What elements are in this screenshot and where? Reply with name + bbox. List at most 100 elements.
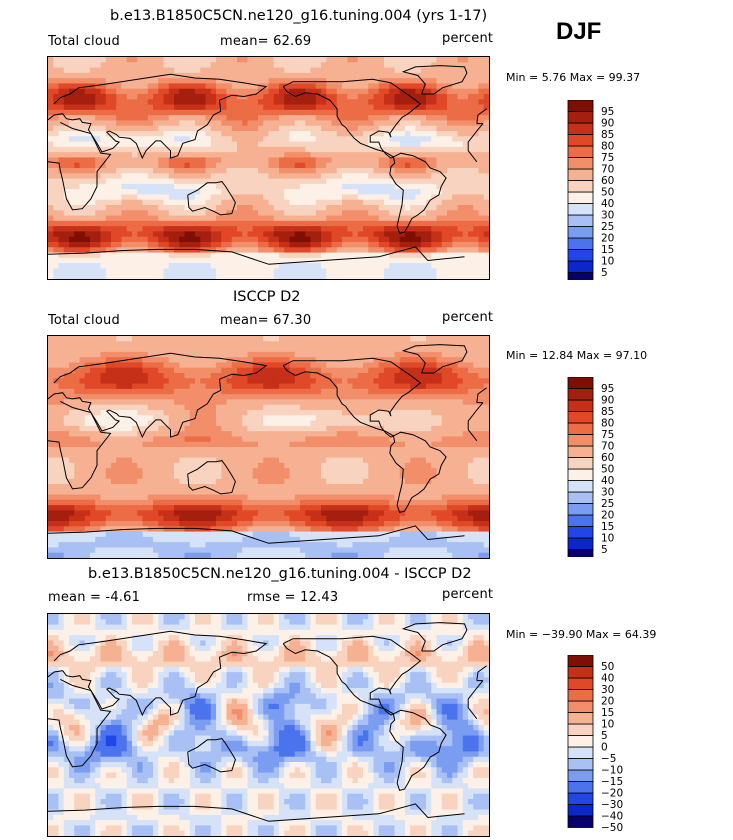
panel2-colorbar-label-4: 75 [601, 429, 614, 441]
panel2-map-south-america-coastline [389, 431, 447, 514]
panel1-colorbar-label-7: 50 [601, 187, 614, 199]
panel2-colorbar-box-11 [567, 422, 594, 435]
panel2-map-australia-coastline [187, 460, 236, 495]
panel1-colorbar-box-10 [567, 157, 594, 170]
panel3-title: b.e13.B1850C5CN.ne120_g16.tuning.004 - I… [88, 566, 472, 582]
panel3-colorbar-box-2 [567, 792, 594, 805]
panel1-map-greenland-coastline [401, 65, 468, 95]
panel2-colorbar-box-7 [567, 468, 594, 481]
panel1-colorbar-label-2: 85 [601, 129, 614, 141]
panel1-map-field [48, 57, 489, 279]
panel3-colorbar-box-0 [567, 815, 594, 828]
panel3-colorbar-label-7: 0 [601, 742, 608, 754]
panel1-colorbar-box-7 [567, 191, 594, 204]
panel2-colorbar-box-10 [567, 434, 594, 447]
panel1-colorbar-box-9 [567, 168, 594, 181]
panel3-colorbar-label-4: 15 [601, 707, 614, 719]
panel2-colorbar-label-6: 60 [601, 452, 614, 464]
panel1-colorbar-box-13 [567, 122, 594, 135]
panel3-colorbar-label-8: −5 [601, 753, 616, 765]
panel2-colorbar-label-8: 40 [601, 475, 614, 487]
panel1-colorbar-label-9: 30 [601, 210, 614, 222]
panel1-colorbar-label-1: 90 [601, 118, 614, 130]
panel2-map [47, 335, 490, 559]
panel2-colorbar-box-0 [567, 549, 594, 557]
panel2-colorbar-label-2: 85 [601, 406, 614, 418]
panel1-minmax: Min = 5.76 Max = 99.37 [506, 71, 641, 84]
panel2-map-field [48, 336, 489, 558]
panel3-colorbar-label-2: 30 [601, 684, 614, 696]
panel2-variable: Total cloud [48, 313, 120, 328]
panel3-colorbar-box-13 [567, 666, 594, 679]
panel1-colorbar-label-0: 95 [601, 106, 614, 118]
panel2-colorbar-label-5: 70 [601, 441, 614, 453]
panel3-map-south-america-coastline [389, 709, 447, 792]
panel1-colorbar-label-8: 40 [601, 198, 614, 210]
panel1-map-south-america-coastline [389, 152, 447, 235]
panel3-colorbar-box-8 [567, 723, 594, 736]
panel1-colorbar-box-14 [567, 111, 594, 124]
panel2-colorbar-box-4 [567, 503, 594, 516]
panel1-colorbar-box-11 [567, 145, 594, 158]
panel3-colorbar-label-5: 10 [601, 719, 614, 731]
panel3-map [47, 613, 490, 837]
panel2-colorbar-label-13: 10 [601, 533, 614, 545]
panel1-colorbar-label-10: 25 [601, 221, 614, 233]
panel2-map-north-america-coastline [282, 357, 422, 438]
panel3-map-africa-coastline-2 [467, 680, 484, 708]
panel1-variable: Total cloud [48, 34, 120, 49]
panel3-colorbar-box-1 [567, 804, 594, 817]
panel2-map-eurasia-coastline-1 [48, 352, 268, 439]
panel3-map-africa-coastline [467, 707, 478, 720]
panel2-title: ISCCP D2 [233, 289, 301, 305]
panel2-map-eurasia-coastline [476, 387, 487, 403]
panel1-map-antarctica-coastline [268, 246, 465, 265]
panel3-colorbar-box-9 [567, 712, 594, 725]
panel1-map-australia-coastline [187, 181, 236, 216]
panel3-map-greenland-coastline [401, 622, 468, 652]
panel3-map-eurasia-coastline [476, 665, 487, 681]
panel3-colorbar-box-4 [567, 769, 594, 782]
panel2-colorbar-label-9: 30 [601, 487, 614, 499]
panel2-colorbar-box-14 [567, 388, 594, 401]
panel1-map-antarctica-coastline-1 [48, 248, 269, 265]
panel1-map-eurasia-coastline-1 [48, 73, 268, 160]
panel3-colorbar-label-9: −10 [601, 765, 623, 777]
panel2-mean: mean= 67.30 [220, 313, 312, 328]
panel2-colorbar-box-6 [567, 480, 594, 493]
panel2-map-africa-coastline [467, 429, 478, 442]
panel3-colorbar-box-5 [567, 758, 594, 771]
panel2-map-antarctica-coastline [268, 525, 465, 544]
panel3-colorbar-label-10: −15 [601, 776, 623, 788]
panel2-colorbar-box-2 [567, 526, 594, 539]
panel3-colorbar-box-6 [567, 746, 594, 759]
panel1-colorbar-box-6 [567, 203, 594, 216]
panel3-colorbar-label-14: −50 [601, 822, 623, 834]
panel1-colorbar-label-3: 80 [601, 141, 614, 153]
panel3-map-australia-coastline [187, 738, 236, 773]
panel1-map-africa-coastline-1 [48, 121, 112, 211]
panel3-colorbar-label-12: −30 [601, 799, 623, 811]
panel3-units: percent [442, 587, 494, 602]
panel3-map-antarctica-coastline [268, 803, 465, 822]
panel2-colorbar-box-1 [567, 537, 594, 550]
panel1-title: b.e13.B1850C5CN.ne120_g16.tuning.004 (yr… [110, 8, 488, 24]
panel3-colorbar-label-3: 20 [601, 696, 614, 708]
panel2-colorbar-label-1: 90 [601, 395, 614, 407]
panel2-colorbar-box-3 [567, 514, 594, 527]
panel2-map-antarctica-coastline-1 [48, 527, 269, 544]
panel2-colorbar-box-15 [567, 377, 594, 389]
panel1-map-africa-coastline [467, 150, 478, 163]
panel2-map-africa-coastline-2 [467, 402, 484, 430]
panel2-colorbar-box-5 [567, 491, 594, 504]
panel3-colorbar-label-11: −20 [601, 788, 623, 800]
panel1-mean: mean= 62.69 [220, 34, 312, 49]
panel1-colorbar-box-2 [567, 249, 594, 262]
panel2-colorbar-box-12 [567, 411, 594, 424]
panel2-colorbar-label-12: 15 [601, 521, 614, 533]
panel2-colorbar-label-14: 5 [601, 544, 608, 556]
panel3-colorbar-label-6: 5 [601, 730, 608, 742]
panel3-colorbar-label-0: 50 [601, 661, 614, 673]
panel1-colorbar-box-3 [567, 237, 594, 250]
panel2-map-africa-coastline-1 [48, 400, 112, 490]
